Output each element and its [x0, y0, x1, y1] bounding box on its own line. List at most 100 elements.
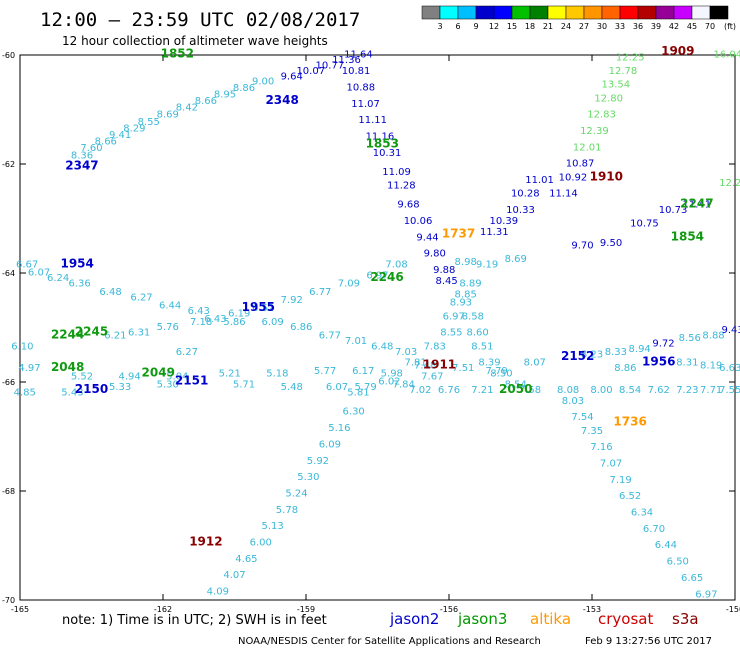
wave-height-value: 5.71 — [233, 379, 255, 390]
wave-height-value: 8.58 — [462, 311, 484, 322]
pass-time-label: 2152 — [561, 349, 594, 363]
pass-time-label: 1853 — [366, 137, 399, 151]
wave-height-value: 7.71 — [700, 385, 722, 396]
wave-height-value: 5.81 — [347, 388, 369, 399]
wave-height-value: 9.00 — [252, 76, 274, 87]
colorbar-swatch — [547, 5, 567, 20]
wave-height-value: 6.07 — [28, 268, 50, 279]
y-tick-label: -62 — [2, 160, 15, 169]
wave-height-value: 10.87 — [566, 159, 595, 170]
wave-height-value: 5.16 — [328, 423, 350, 434]
colorbar-label: 9 — [473, 22, 478, 31]
wave-height-value: 11.09 — [382, 167, 411, 178]
wave-height-value: 12.83 — [587, 110, 616, 121]
wave-height-value: 6.43 — [204, 314, 226, 325]
colorbar-label: 36 — [633, 22, 643, 31]
wave-height-value: 5.18 — [266, 369, 288, 380]
wave-height-value: 5.43 — [61, 388, 83, 399]
wave-height-value: 6.09 — [262, 317, 284, 328]
wave-height-value: 6.02 — [378, 377, 400, 388]
wave-height-value: 10.77 — [316, 61, 345, 72]
wave-height-value: 11.01 — [525, 175, 554, 186]
wave-height-value: 6.65 — [681, 573, 703, 584]
wave-height-value: 4.09 — [207, 587, 229, 598]
wave-height-value: 7.19 — [609, 475, 631, 486]
wave-height-value: 10.33 — [506, 205, 535, 216]
wave-height-value: 6.00 — [250, 538, 272, 549]
colorbar-label: 30 — [597, 22, 607, 31]
wave-height-value: 6.77 — [309, 287, 331, 298]
pass-time-label: 2244 — [51, 327, 84, 341]
wave-height-value: 7.54 — [571, 412, 593, 423]
wave-height-value: 8.69 — [157, 110, 179, 121]
wave-height-value: 8.95 — [214, 90, 236, 101]
wave-height-value: 9.44 — [416, 232, 438, 243]
pass-time-label: 2245 — [75, 325, 108, 339]
wave-height-value: 8.98 — [455, 257, 477, 268]
pass-time-label: 2049 — [142, 366, 175, 380]
wave-height-value: 11.31 — [480, 227, 509, 238]
wave-height-value: 8.89 — [459, 279, 481, 290]
wave-height-value: 5.92 — [307, 456, 329, 467]
colorbar-label: 27 — [579, 22, 589, 31]
wave-height-value: 8.23 — [581, 349, 603, 360]
x-tick-label: -165 — [11, 605, 29, 614]
wave-height-value: 9.70 — [571, 240, 593, 251]
wave-height-value: 5.04 — [166, 371, 188, 382]
x-tick-label: -156 — [440, 605, 458, 614]
colorbar-swatch — [673, 5, 693, 20]
wave-height-value: 5.30 — [157, 379, 179, 390]
wave-height-value: 6.27 — [130, 292, 152, 303]
wave-height-value: 7.62 — [648, 385, 670, 396]
colorbar-swatch — [421, 5, 441, 20]
wave-height-value: 8.03 — [562, 396, 584, 407]
wave-height-value: 10.88 — [346, 82, 375, 93]
wave-height-value: 8.08 — [557, 385, 579, 396]
x-axis-ticks: -165 -162 -159 -156 -153 -150 — [11, 55, 740, 614]
legend-jason2: jason2 — [389, 610, 439, 628]
note-text: note: 1) Time is in UTC; 2) SWH is in fe… — [62, 613, 327, 628]
colorbar-swatch — [619, 5, 639, 20]
wave-height-value: 8.56 — [679, 333, 701, 344]
wave-height-value: 6.86 — [290, 322, 312, 333]
wave-height-value: 7.09 — [338, 279, 360, 290]
wave-height-value: 5.33 — [109, 382, 131, 393]
colorbar-label: 18 — [525, 22, 535, 31]
chart-title: 12:00 — 23:59 UTC 02/08/2017 — [40, 9, 360, 31]
wave-height-value: 8.55 — [440, 328, 462, 339]
pass-time-label: 1955 — [242, 300, 275, 314]
wave-height-value: 7.92 — [281, 295, 303, 306]
wave-height-value: 8.66 — [95, 136, 117, 147]
pass-time-label: 2347 — [65, 158, 98, 172]
pass-time-label: 2048 — [51, 360, 84, 374]
wave-height-value: 5.79 — [354, 382, 376, 393]
wave-height-value: 8.51 — [471, 341, 493, 352]
wave-height-value: 4.85 — [14, 388, 36, 399]
wave-height-value: 16.04 — [714, 50, 740, 61]
y-tick-label: -60 — [2, 51, 15, 60]
pass-time-label: 2246 — [370, 270, 403, 284]
wave-height-value: 7.03 — [395, 347, 417, 358]
pass-time-label: 2150 — [75, 382, 108, 396]
pass-time-label: 1852 — [161, 47, 194, 61]
wave-height-value: 8.94 — [629, 344, 651, 355]
colorbar-swatch — [583, 5, 603, 20]
colorbar-swatch — [457, 5, 477, 20]
wave-height-value: 8.69 — [505, 254, 527, 265]
wave-height-value: 4.94 — [119, 371, 141, 382]
pass-time-label: 1854 — [671, 229, 704, 243]
wave-height-value: 6.48 — [99, 287, 121, 298]
colorbar-swatch — [439, 5, 459, 20]
x-tick-label: -150 — [726, 605, 740, 614]
wave-height-value: 10.07 — [296, 66, 325, 77]
colorbar-label: 15 — [507, 22, 517, 31]
colorbar-legend: 3 6 9 12 15 18 21 24 27 30 33 36 39 42 45 70 (ft) — [421, 5, 736, 31]
satellite-legend: jason2 jason3 altika cryosat s3a — [389, 610, 699, 628]
wave-height-value: 6.17 — [352, 366, 374, 377]
pass-time-label: 1912 — [189, 535, 222, 549]
wave-height-value: 11.28 — [387, 181, 416, 192]
wave-height-value: 8.54 — [505, 379, 527, 390]
pass-time-label: 1911 — [423, 357, 456, 371]
wave-height-value: 6.77 — [319, 330, 341, 341]
colorbar-unit: (ft) — [724, 22, 736, 31]
